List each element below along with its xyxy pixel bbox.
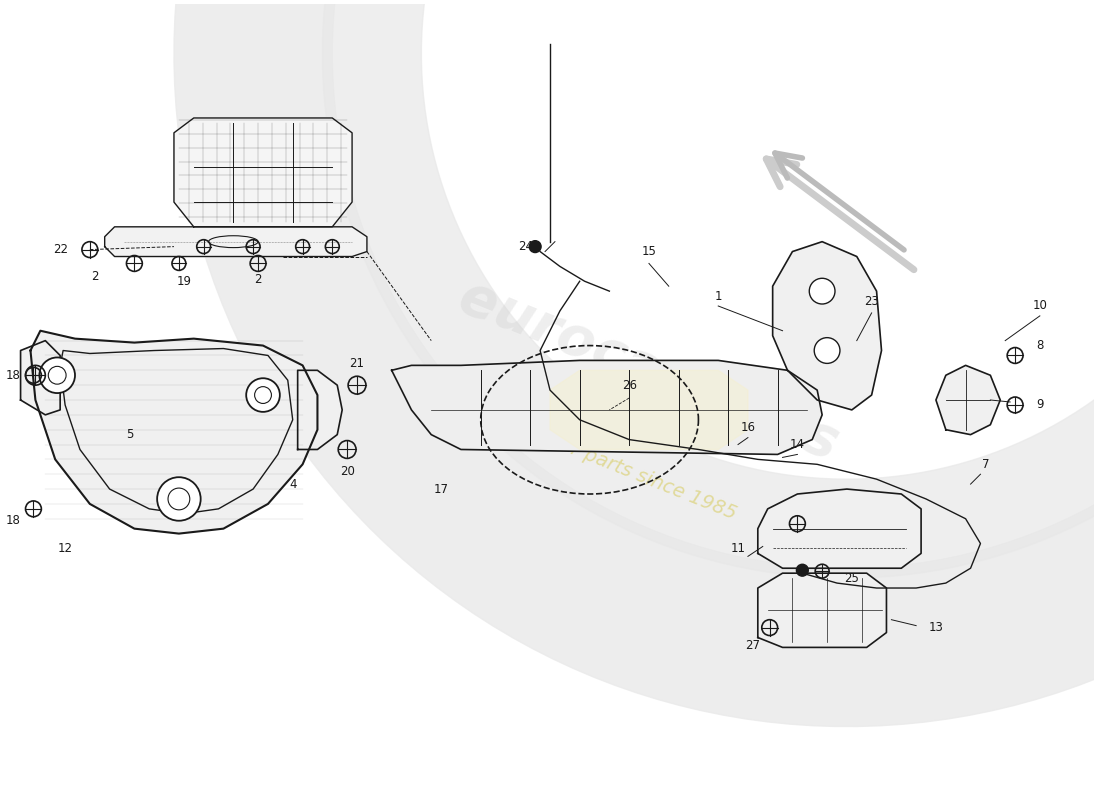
- Polygon shape: [31, 330, 318, 534]
- Text: 21: 21: [350, 357, 364, 370]
- Text: 19: 19: [176, 274, 191, 288]
- Text: 22: 22: [53, 243, 68, 256]
- Text: 8: 8: [1036, 339, 1044, 352]
- Text: 18: 18: [6, 369, 21, 382]
- Text: 15: 15: [641, 245, 657, 258]
- Text: 2: 2: [91, 270, 99, 283]
- Circle shape: [529, 241, 541, 253]
- Circle shape: [810, 278, 835, 304]
- Text: 16: 16: [740, 422, 756, 434]
- Polygon shape: [772, 242, 881, 410]
- Text: 13: 13: [928, 621, 944, 634]
- Text: 17: 17: [433, 482, 449, 495]
- Polygon shape: [322, 0, 1100, 578]
- Polygon shape: [758, 489, 921, 568]
- Text: 24: 24: [518, 240, 532, 253]
- Text: 14: 14: [790, 438, 805, 451]
- Text: 11: 11: [730, 542, 746, 555]
- Text: 27: 27: [746, 639, 760, 652]
- Text: 12: 12: [57, 542, 73, 555]
- Polygon shape: [174, 118, 352, 227]
- Polygon shape: [550, 370, 748, 450]
- Text: 9: 9: [1036, 398, 1044, 411]
- Polygon shape: [936, 366, 1000, 434]
- Text: 20: 20: [340, 465, 354, 478]
- Polygon shape: [174, 0, 1100, 726]
- Polygon shape: [392, 361, 822, 454]
- Polygon shape: [21, 341, 60, 415]
- Text: 4: 4: [289, 478, 297, 490]
- Circle shape: [814, 338, 840, 363]
- Circle shape: [157, 477, 200, 521]
- Text: a passion for parts since 1985: a passion for parts since 1985: [460, 395, 739, 523]
- Text: 7: 7: [981, 458, 989, 471]
- Text: 23: 23: [865, 294, 879, 307]
- Polygon shape: [298, 370, 342, 450]
- Text: eurocarparts: eurocarparts: [451, 270, 847, 471]
- Text: 10: 10: [1033, 299, 1047, 313]
- Circle shape: [40, 358, 75, 393]
- Circle shape: [246, 378, 279, 412]
- Text: 25: 25: [845, 572, 859, 585]
- Circle shape: [796, 564, 808, 576]
- Text: 26: 26: [621, 378, 637, 392]
- Text: 2: 2: [254, 273, 262, 286]
- Text: 1: 1: [715, 290, 722, 302]
- Text: 5: 5: [125, 428, 133, 441]
- Text: 18: 18: [6, 514, 21, 527]
- Polygon shape: [758, 573, 887, 647]
- Polygon shape: [104, 227, 367, 257]
